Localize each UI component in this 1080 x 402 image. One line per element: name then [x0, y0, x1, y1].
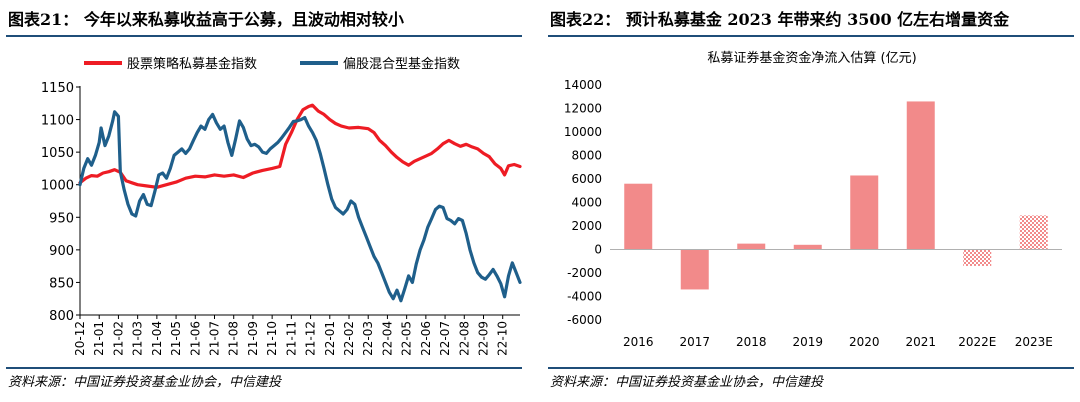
left-source-note: 资料来源：中国证券投资基金业协会，中信建投 [8, 375, 282, 390]
bar-y-tick-label: 0 [594, 243, 602, 257]
bar-y-tick-label: 8000 [571, 149, 602, 163]
bar-x-label: 2017 [679, 335, 710, 349]
bar-2020 [850, 175, 879, 250]
line-chart-legend: 股票策略私募基金指数 偏股混合型基金指数 [84, 56, 460, 72]
bar-x-label: 2020 [849, 335, 880, 349]
bar-2018 [737, 243, 766, 250]
bar-y-tick-label: 2000 [571, 219, 602, 233]
bar-x-label: 2016 [623, 335, 654, 349]
x-tick-label: 22-04 [380, 321, 394, 356]
bar-series [624, 101, 1048, 290]
bar-chart-title: 私募证券基金资金净流入估算 (亿元) [707, 50, 916, 66]
x-tick-label: 22-07 [438, 321, 452, 356]
bar-chart: 私募证券基金资金净流入估算 (亿元) -6000 -4000 -2000 0 2000 4… [564, 50, 1062, 349]
bar-x-label: 2023E [1015, 335, 1053, 349]
y-tick-label: 900 [49, 244, 74, 259]
left-bottom-rule [6, 367, 522, 369]
x-tick-label: 22-03 [361, 321, 375, 356]
legend-label-mixed: 偏股混合型基金指数 [343, 56, 460, 72]
bar-y-tick-label: 12000 [564, 102, 602, 116]
x-axis-ticks: 20-12 21-01 21-02 21-03 21-04 21-05 21-06 21-07… [73, 315, 510, 356]
right-top-rule [548, 35, 1074, 37]
x-tick-label: 21-01 [92, 321, 106, 356]
bar-y-tick-label: 14000 [564, 78, 602, 92]
x-tick-label: 20-12 [73, 321, 87, 356]
x-tick-label: 21-04 [150, 321, 164, 356]
bar-y-tick-label: 10000 [564, 125, 602, 139]
x-tick-label: 22-10 [496, 321, 510, 356]
bar-x-label: 2021 [905, 335, 936, 349]
line-series [78, 103, 522, 303]
left-top-rule [6, 35, 522, 37]
x-tick-label: 22-01 [323, 321, 337, 356]
x-tick-label: 21-07 [207, 321, 221, 356]
bar-2019 [793, 244, 822, 250]
x-tick-label: 21-11 [284, 321, 298, 356]
y-tick-label: 1100 [41, 114, 74, 129]
right-figure-title: 图表22： 预计私募基金 2023 年带来约 3500 亿左右增量资金 [550, 10, 1010, 29]
y-tick-label: 850 [49, 276, 74, 291]
x-tick-label: 21-12 [304, 321, 318, 356]
y-tick-label: 950 [49, 211, 74, 226]
bar-2022E [963, 249, 992, 266]
x-tick-label: 22-05 [400, 321, 414, 356]
x-tick-label: 21-10 [265, 321, 279, 356]
x-tick-label: 21-03 [131, 321, 145, 356]
y-tick-label: 1000 [41, 179, 74, 194]
x-tick-label: 22-06 [419, 321, 433, 356]
x-tick-label: 21-05 [169, 321, 183, 356]
y-axis-labels: 800 850 900 950 1000 1050 1100 1150 [41, 81, 80, 324]
bar-y-tick-label: 4000 [571, 196, 602, 210]
bar-2023E [1019, 215, 1048, 250]
bar-y-tick-label: 6000 [571, 172, 602, 186]
bar-2016 [624, 183, 653, 250]
series-line-mixed [78, 110, 522, 303]
left-figure-title: 图表21： 今年以来私募收益高于公募，且波动相对较小 [8, 10, 404, 29]
left-chart-panel: 图表21： 今年以来私募收益高于公募，且波动相对较小 股票策略私募基金指数 偏股… [0, 0, 528, 402]
right-chart-panel: 图表22： 预计私募基金 2023 年带来约 3500 亿左右增量资金 私募证券… [542, 0, 1080, 402]
y-tick-label: 1050 [41, 146, 74, 161]
series-line-strategy [78, 103, 522, 189]
bar-2017 [680, 249, 709, 290]
x-tick-label: 22-08 [457, 321, 471, 356]
line-chart: 股票策略私募基金指数 偏股混合型基金指数 800 850 900 950 1000 105… [41, 56, 522, 356]
x-tick-label: 21-06 [188, 321, 202, 356]
x-tick-label: 21-09 [246, 321, 260, 356]
x-tick-label: 22-02 [342, 321, 356, 356]
x-tick-label: 21-02 [111, 321, 125, 356]
y-tick-label: 1150 [41, 81, 74, 96]
bar-x-label: 2022E [958, 335, 996, 349]
bar-x-axis-labels: 2016 2017 2018 2019 2020 2021 2022E 2023E [623, 335, 1053, 349]
right-source-note: 资料来源：中国证券投资基金业协会，中信建投 [550, 375, 824, 390]
x-tick-label: 22-09 [476, 321, 490, 356]
bar-y-tick-label: -6000 [567, 313, 602, 327]
bar-y-axis-labels: -6000 -4000 -2000 0 2000 4000 6000 8000 10000 120… [564, 78, 602, 327]
legend-label-strategy: 股票策略私募基金指数 [127, 56, 257, 72]
bar-x-label: 2019 [792, 335, 823, 349]
bar-y-tick-label: -4000 [567, 290, 602, 304]
bar-x-label: 2018 [736, 335, 767, 349]
bar-2021 [906, 101, 935, 250]
x-tick-label: 21-08 [227, 321, 241, 356]
right-bottom-rule [548, 367, 1074, 369]
bar-y-tick-label: -2000 [567, 266, 602, 280]
y-tick-label: 800 [49, 309, 74, 324]
